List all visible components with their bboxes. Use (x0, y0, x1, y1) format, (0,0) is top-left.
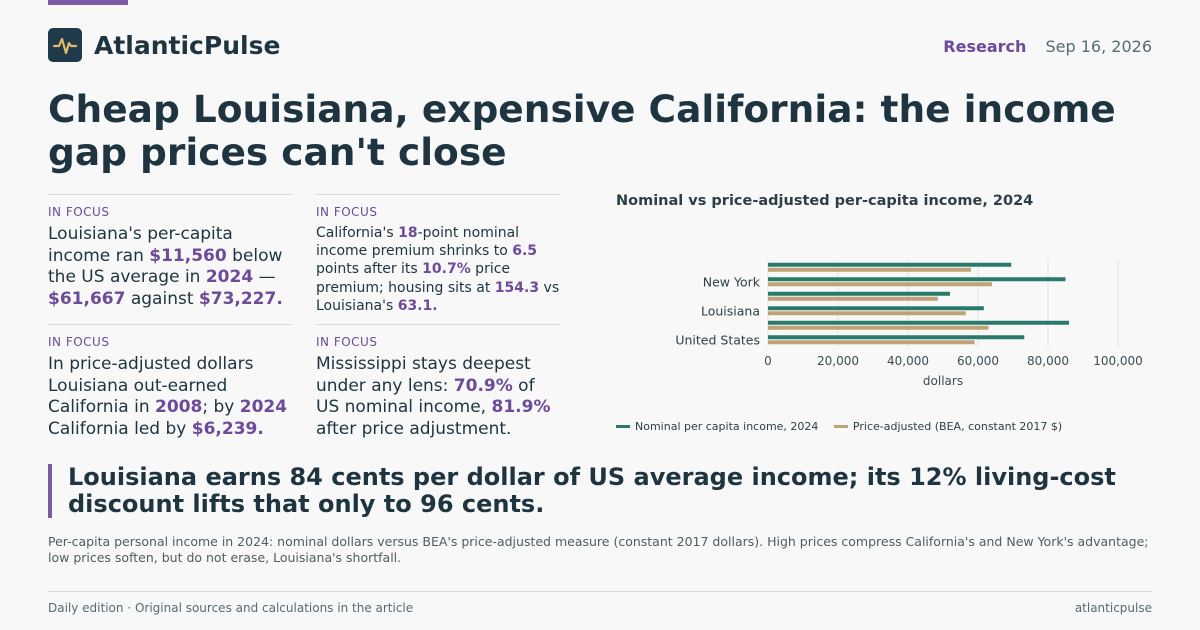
pulse-logo-icon[interactable] (48, 28, 82, 62)
highlight-figure: 70.9% (454, 376, 513, 396)
focus-tag: IN FOCUS (316, 205, 560, 219)
focus-card: IN FOCUS In price-adjusted dollars Louis… (48, 324, 292, 441)
highlight-figure: 18 (398, 225, 417, 241)
focus-tag: IN FOCUS (48, 205, 292, 219)
highlight-figure: 63.1. (398, 298, 438, 314)
section-link[interactable]: Research (943, 37, 1026, 56)
x-tick-label: 20,000 (817, 354, 859, 368)
focus-text: In price-adjusted dollars Louisiana out-… (48, 354, 292, 441)
highlight-figure: $11,560 (149, 246, 226, 266)
bar-adjusted (768, 326, 989, 330)
highlight-figure: $6,239. (192, 419, 264, 439)
bar-adjusted (768, 268, 971, 272)
focus-text: Mississippi stays deepest under any lens… (316, 354, 560, 441)
highlight-figure: 6.5 (512, 243, 537, 259)
x-tick-label: 100,000 (1093, 354, 1143, 368)
y-category-label: United States (675, 332, 760, 347)
focus-text-part: California's (316, 225, 398, 241)
header-meta: Research Sep 16, 2026 (943, 37, 1152, 56)
bar-nominal (768, 306, 984, 310)
focus-text-part: California led by (48, 419, 192, 439)
page-title: Cheap Louisiana, expensive California: t… (48, 88, 1158, 174)
focus-text-part: — (253, 267, 275, 287)
legend-swatch-adjusted (834, 425, 848, 428)
focus-text: Louisiana's per-capita income ran $11,56… (48, 224, 292, 311)
x-tick-label: 40,000 (887, 354, 929, 368)
highlight-figure: 2008 (155, 397, 202, 417)
x-tick-label: 0 (764, 354, 772, 368)
highlight-figure: 10.7% (422, 261, 471, 277)
highlight-figure: 154.3 (495, 280, 539, 296)
focus-text-part: ; by (202, 397, 239, 417)
publish-date: Sep 16, 2026 (1046, 37, 1153, 56)
legend-label: Price-adjusted (BEA, constant 2017 $) (853, 420, 1062, 433)
legend-item-nominal: Nominal per capita income, 2024 (616, 420, 818, 433)
bar-adjusted (768, 282, 992, 286)
footer-site-link[interactable]: atlanticpulse (1075, 601, 1152, 615)
page-footer: Daily edition · Original sources and cal… (48, 591, 1152, 615)
footer-note: Daily edition · Original sources and cal… (48, 601, 413, 615)
highlight-figure: $61,667 (48, 289, 125, 309)
brand-accent-bar (48, 0, 128, 5)
bar-adjusted (768, 340, 975, 344)
highlight-figure: 2024 (206, 267, 253, 287)
bar-adjusted (768, 311, 966, 315)
bar-nominal (768, 277, 1066, 281)
highlight-figure: 2024 (240, 397, 287, 417)
chart-legend: Nominal per capita income, 2024 Price-ad… (616, 420, 1074, 433)
focus-card: IN FOCUS California's 18-point nominal i… (316, 194, 560, 315)
bar-nominal (768, 292, 950, 296)
x-tick-label: 80,000 (1027, 354, 1069, 368)
brand-name[interactable]: AtlanticPulse (94, 31, 280, 60)
y-category-label: Louisiana (701, 303, 760, 318)
focus-text-part: after price adjustment. (316, 419, 511, 439)
bar-nominal (768, 321, 1069, 325)
income-bar-chart: 0 20,000 40,000 60,000 80,000 100,000 dollars N… (600, 240, 1160, 400)
focus-text: California's 18-point nominal income pre… (316, 224, 560, 315)
pull-quote: Louisiana earns 84 cents per dollar of U… (48, 464, 1168, 518)
chart-caption: Per-capita personal income in 2024: nomi… (48, 534, 1152, 566)
highlight-figure: 81.9% (492, 397, 551, 417)
x-axis-label: dollars (923, 374, 963, 388)
legend-item-adjusted: Price-adjusted (BEA, constant 2017 $) (834, 420, 1062, 433)
x-tick-label: 60,000 (957, 354, 999, 368)
site-header: AtlanticPulse Research Sep 16, 2026 (48, 28, 1152, 64)
focus-text-part: against (125, 289, 198, 309)
focus-card: IN FOCUS Mississippi stays deepest under… (316, 324, 560, 441)
focus-card: IN FOCUS Louisiana's per-capita income r… (48, 194, 292, 311)
focus-tag: IN FOCUS (48, 335, 292, 349)
focus-tag: IN FOCUS (316, 335, 560, 349)
bar-nominal (768, 263, 1011, 267)
highlight-figure: $73,227. (199, 289, 283, 309)
chart-title: Nominal vs price-adjusted per-capita inc… (616, 193, 1033, 209)
y-category-label: New York (703, 274, 761, 289)
bar-adjusted (768, 297, 938, 301)
legend-label: Nominal per capita income, 2024 (635, 420, 818, 433)
bar-nominal (768, 335, 1024, 339)
focus-text-part: points after its (316, 261, 422, 277)
legend-swatch-nominal (616, 425, 630, 428)
